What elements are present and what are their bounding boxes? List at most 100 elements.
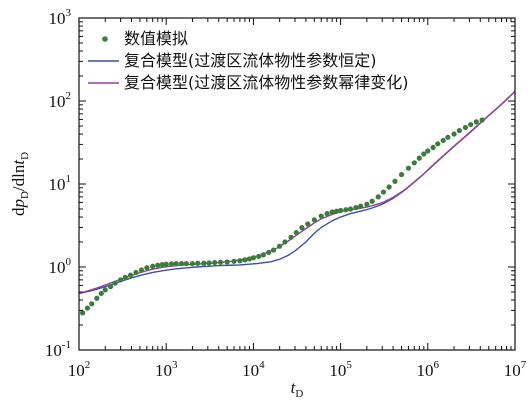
x-tick-label: 104: [242, 359, 265, 380]
data-point: [293, 229, 299, 236]
data-point: [224, 259, 230, 265]
data-point: [299, 225, 305, 231]
data-point: [456, 127, 462, 134]
plot-points: [80, 117, 485, 316]
data-point: [343, 207, 349, 213]
data-point: [242, 257, 248, 263]
data-point: [256, 253, 262, 260]
data-point: [150, 263, 156, 269]
data-point: [217, 259, 224, 265]
data-point: [445, 134, 451, 140]
data-point: [138, 267, 145, 273]
data-point: [358, 203, 364, 209]
y-tick-label: 102: [49, 90, 72, 111]
data-point: [260, 252, 266, 258]
data-point: [237, 258, 243, 264]
data-point: [189, 260, 196, 267]
data-point: [98, 290, 104, 297]
y-tick-label: 101: [49, 173, 72, 194]
series-line-1: [78, 91, 516, 295]
data-point: [155, 262, 161, 268]
data-point: [398, 171, 405, 178]
data-point: [163, 261, 169, 267]
data-point: [277, 243, 283, 249]
y-axis-label: dpD/dlntD: [9, 152, 31, 216]
data-point: [246, 256, 253, 262]
data-point: [473, 119, 479, 125]
data-point: [435, 141, 441, 147]
data-point: [334, 208, 340, 214]
x-tick-label: 105: [329, 359, 352, 380]
data-point: [430, 144, 436, 151]
y-tick-label: 100: [49, 256, 72, 277]
x-axis-label-main: t: [291, 378, 297, 397]
data-point: [250, 255, 256, 261]
data-point: [318, 213, 324, 219]
data-point: [386, 184, 392, 190]
data-point: [195, 260, 201, 266]
data-point: [107, 284, 114, 290]
x-axis-label-sub: D: [295, 388, 303, 400]
data-point: [416, 155, 422, 161]
data-point: [144, 265, 150, 271]
data-point: [212, 259, 218, 266]
data-point: [288, 234, 294, 240]
data-point: [425, 148, 431, 154]
data-point: [127, 272, 134, 278]
data-point: [369, 198, 375, 204]
data-point: [159, 261, 165, 268]
data-point: [94, 295, 100, 301]
data-point: [451, 131, 457, 137]
legend-label: 复合模型(过渡区流体物性参数幂律变化): [124, 73, 409, 92]
series-line-2: [78, 90, 516, 295]
data-point: [405, 165, 412, 171]
data-point: [270, 247, 277, 253]
x-tick-label: 102: [68, 359, 91, 380]
legend-label: 复合模型(过渡区流体物性参数恒定): [124, 51, 377, 70]
data-point: [329, 209, 335, 215]
x-tick-label: 106: [417, 359, 440, 380]
data-point: [89, 301, 95, 307]
data-point: [80, 310, 86, 316]
data-point: [347, 206, 354, 212]
x-tick-label: 107: [504, 359, 527, 380]
data-point: [266, 249, 272, 255]
data-point: [440, 137, 446, 144]
data-point: [183, 260, 189, 267]
x-axis-label: tD: [291, 378, 304, 400]
plot-curves: [78, 90, 516, 295]
data-point: [206, 260, 212, 266]
legend-label: 数值模拟: [124, 29, 188, 48]
data-point: [118, 277, 124, 283]
data-point: [479, 117, 485, 123]
data-point: [462, 124, 469, 131]
data-point: [421, 151, 427, 157]
data-point: [178, 260, 185, 267]
x-tick-label: 103: [155, 359, 178, 380]
data-point: [201, 260, 207, 266]
data-point: [468, 121, 474, 128]
data-point: [231, 258, 237, 264]
data-point: [305, 221, 311, 227]
y-tick-label: 10-1: [45, 339, 71, 360]
data-point: [338, 207, 344, 214]
data-point: [282, 239, 288, 245]
data-point: [173, 260, 179, 267]
data-point: [380, 189, 387, 195]
axis-ticks: [78, 18, 515, 351]
data-point: [112, 280, 118, 286]
legend-marker-points: [102, 36, 108, 42]
data-point: [133, 269, 139, 276]
data-point: [375, 194, 381, 200]
axis-tick-labels: 102 103 104 105 106 107 10-1 100 101 102 103: [45, 7, 527, 380]
data-point: [311, 217, 317, 223]
data-point: [122, 274, 128, 280]
data-point: [168, 261, 175, 267]
data-point: [411, 160, 417, 166]
data-point: [102, 287, 108, 293]
data-point: [364, 201, 370, 207]
data-point: [353, 204, 359, 211]
data-point: [392, 178, 398, 184]
